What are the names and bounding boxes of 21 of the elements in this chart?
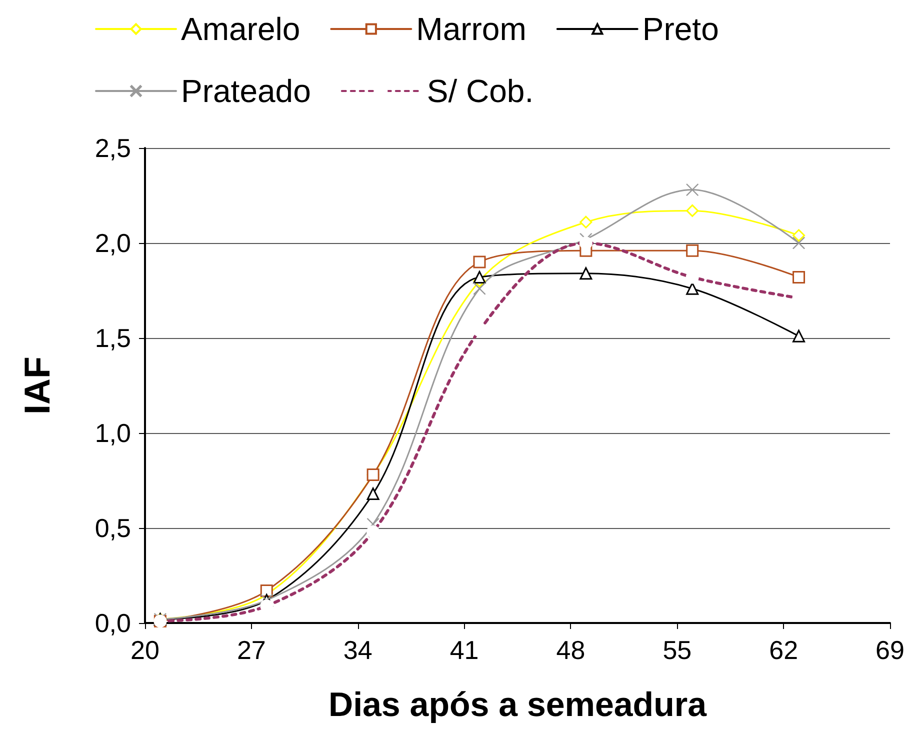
x-tick-label: 62 — [769, 635, 798, 665]
y-axis-title: IAF — [16, 356, 58, 414]
y-tick-label: 2,5 — [94, 133, 131, 163]
legend-label: Prateado — [181, 73, 311, 109]
y-tick-label: 2,0 — [94, 228, 131, 258]
legend-label: Marrom — [416, 11, 526, 47]
x-tick-label: 27 — [236, 635, 266, 665]
legend-label: Amarelo — [181, 11, 300, 47]
y-tick-label: 1,0 — [94, 418, 131, 448]
x-tick-label: 41 — [450, 635, 479, 665]
x-tick-label: 34 — [343, 635, 372, 665]
y-tick-label: 0,5 — [94, 513, 131, 543]
x-tick-label: 69 — [876, 635, 904, 665]
y-tick-label: 0,0 — [94, 608, 131, 638]
legend-label: S/ Cob. — [426, 73, 534, 109]
y-tick-label: 1,5 — [94, 323, 131, 353]
legend-label: Preto — [642, 11, 719, 47]
x-tick-label: 20 — [130, 635, 160, 665]
x-axis-title: Dias após a semeadura — [328, 686, 708, 724]
x-tick-label: 48 — [556, 635, 586, 665]
x-tick-label: 55 — [662, 635, 692, 665]
